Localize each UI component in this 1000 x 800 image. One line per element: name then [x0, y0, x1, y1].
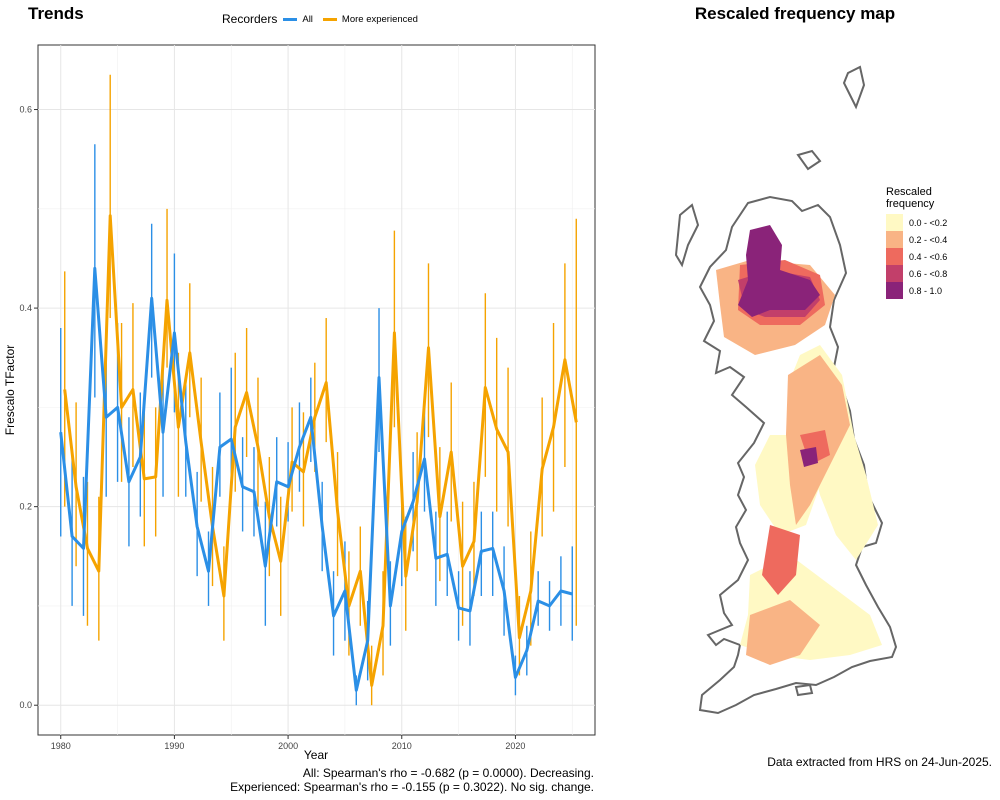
orkney-outline [796, 149, 822, 171]
map-legend-swatch [886, 214, 903, 231]
frequency-map [674, 65, 898, 715]
x-tick-label: 2000 [278, 741, 298, 751]
region-top [738, 225, 820, 317]
map-legend-item: 0.4 - <0.6 [886, 248, 947, 265]
map-legend-swatch [886, 265, 903, 282]
map-legend-title: Rescaled frequency [886, 186, 947, 210]
map-legend-label: 0.0 - <0.2 [909, 217, 948, 228]
tick-layer: 0.0 0.2 0.4 0.6 1980 1990 2000 2010 2020 [19, 105, 525, 751]
y-tick-label: 0.4 [19, 303, 32, 313]
y-tick-label: 0.2 [19, 502, 32, 512]
legend-item-experienced: More experienced [322, 13, 418, 25]
series-line-all [59, 266, 573, 692]
map-legend-swatch [886, 282, 903, 299]
map-title: Rescaled frequency map [694, 4, 896, 23]
legend-swatch-experienced [322, 17, 337, 21]
map-legend-label: 0.8 - 1.0 [909, 285, 943, 296]
x-tick-label: 1990 [164, 741, 184, 751]
wight-outline [794, 683, 814, 697]
region-high-2 [762, 525, 800, 595]
x-axis-title: Year [304, 748, 328, 762]
y-tick-label: 0.6 [19, 105, 32, 115]
map-legend-label: 0.6 - <0.8 [909, 268, 948, 279]
map-legend-label: 0.2 - <0.4 [909, 234, 948, 245]
map-legend-item: 0.6 - <0.8 [886, 265, 947, 282]
chart-legend: Recorders All More experienced [222, 12, 428, 26]
legend-item-all: All [283, 14, 313, 25]
region-top-2 [800, 447, 818, 467]
statistics-note: All: Spearman's rho = -0.682 (p = 0.0000… [230, 766, 594, 794]
y-tick-label: 0.0 [19, 700, 32, 710]
y-axis-title: Frescalo TFactor [3, 345, 17, 435]
x-tick-label: 2020 [505, 741, 525, 751]
map-legend-swatch [886, 248, 903, 265]
x-tick-label: 1980 [51, 741, 71, 751]
data-credit: Data extracted from HRS on 24-Jun-2025. [767, 755, 992, 769]
hebrides-outline [674, 203, 700, 268]
map-legend-item: 0.8 - 1.0 [886, 282, 947, 299]
legend-swatch-all [283, 17, 298, 21]
map-legend-item: 0.0 - <0.2 [886, 214, 947, 231]
map-legend-item: 0.2 - <0.4 [886, 231, 947, 248]
region-mid-2 [746, 600, 820, 665]
stats-line-all: All: Spearman's rho = -0.682 (p = 0.0000… [302, 766, 594, 780]
trends-chart: 0.0 0.2 0.4 0.6 1980 1990 2000 2010 2020 Year Fr… [3, 44, 596, 762]
line-layer [59, 214, 578, 692]
map-legend-label: 0.4 - <0.6 [909, 251, 948, 262]
series-line-experienced [63, 214, 578, 687]
stats-line-experienced: Experienced: Spearman's rho = -0.155 (p … [230, 780, 594, 794]
trends-title: Trends [28, 4, 84, 23]
map-legend-swatch [886, 231, 903, 248]
legend-label-all: All [302, 13, 313, 25]
map-legend-title-line1: Rescaled [886, 186, 932, 198]
legend-title: Recorders [222, 12, 278, 26]
legend-label-experienced: More experienced [341, 13, 418, 25]
map-legend: Rescaled frequency 0.0 - <0.2 0.2 - <0.4… [886, 186, 947, 299]
x-tick-label: 2010 [392, 741, 412, 751]
shetland-outline [842, 65, 866, 110]
map-legend-title-line2: frequency [886, 198, 935, 210]
